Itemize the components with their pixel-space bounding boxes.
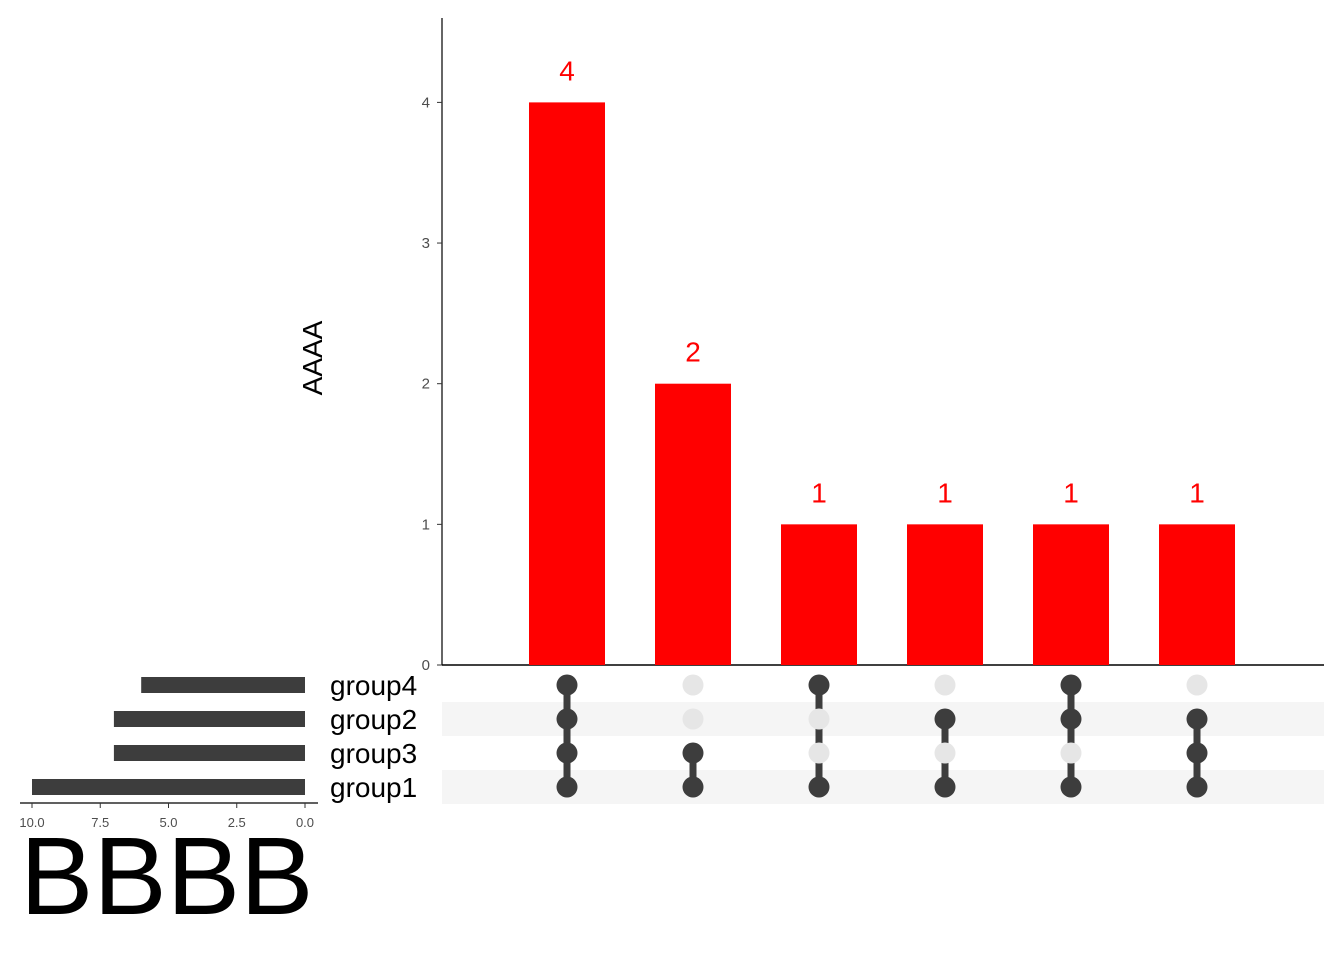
matrix-dot-inactive xyxy=(682,674,704,696)
intersection-bar-label: 1 xyxy=(811,477,827,508)
matrix-dot-active xyxy=(934,776,956,798)
y-axis-title: AAAA xyxy=(297,320,328,395)
set-size-bar xyxy=(113,711,306,727)
matrix-stripes-group xyxy=(442,702,1324,804)
intersection-bar-label: 1 xyxy=(1063,477,1079,508)
matrix-dot-inactive xyxy=(682,708,704,730)
matrix-dot-active xyxy=(682,742,704,764)
matrix-dot-active xyxy=(556,742,578,764)
intersection-bar xyxy=(781,524,857,665)
y-tick-label: 0 xyxy=(422,657,430,674)
intersection-bar xyxy=(655,383,731,665)
matrix-dot-inactive xyxy=(1060,742,1082,764)
set-size-tick-label: 5.0 xyxy=(159,815,177,830)
matrix-dot-inactive xyxy=(934,674,956,696)
matrix-dot-active xyxy=(1060,708,1082,730)
matrix-dot-active xyxy=(1186,708,1208,730)
matrix-dot-active xyxy=(1186,742,1208,764)
matrix-dot-inactive xyxy=(1186,674,1208,696)
set-name-label: group1 xyxy=(330,772,417,803)
set-size-bar xyxy=(113,745,306,761)
intersection-bars xyxy=(529,102,1235,666)
set-name-label: group4 xyxy=(330,670,417,701)
intersection-bar-label: 2 xyxy=(685,337,701,368)
matrix-dot-active xyxy=(556,776,578,798)
set-size-axis-title: BBBB xyxy=(20,815,313,938)
matrix-dot-active xyxy=(1060,776,1082,798)
set-size-tick-label: 0.0 xyxy=(296,815,314,830)
matrix-dot-active xyxy=(556,708,578,730)
intersection-bar-label: 4 xyxy=(559,55,575,86)
intersection-bar xyxy=(1033,524,1109,665)
intersection-bar xyxy=(1159,524,1235,665)
intersection-bar xyxy=(907,524,983,665)
set-size-bar xyxy=(141,677,305,693)
set-size-tick-label: 10.0 xyxy=(19,815,44,830)
set-size-axis: 10.0 7.5 5.0 2.5 0.0 xyxy=(19,802,318,830)
intersection-bar-label: 1 xyxy=(937,477,953,508)
matrix-dot-active xyxy=(934,708,956,730)
set-size-tick-label: 7.5 xyxy=(91,815,109,830)
matrix-dot-active xyxy=(808,776,830,798)
matrix-dot-active xyxy=(682,776,704,798)
matrix-dots xyxy=(556,674,1208,798)
matrix-row-stripe xyxy=(442,702,1324,736)
matrix-dot-active xyxy=(556,674,578,696)
y-tick-label: 1 xyxy=(422,516,430,533)
matrix-dot-inactive xyxy=(808,742,830,764)
y-tick-label: 3 xyxy=(422,235,430,252)
y-tick-label: 4 xyxy=(422,94,430,111)
matrix-row-stripe xyxy=(442,770,1324,804)
matrix-dot-active xyxy=(1186,776,1208,798)
set-size-tick-label: 2.5 xyxy=(228,815,246,830)
set-size-bar xyxy=(32,779,305,795)
intersection-bar-label: 1 xyxy=(1189,477,1205,508)
matrix-dot-active xyxy=(1060,674,1082,696)
intersection-bar-labels: 4 2 1 1 1 1 xyxy=(559,55,1205,508)
y-tick-label: 2 xyxy=(422,376,430,393)
set-name-label: group3 xyxy=(330,738,417,769)
matrix-dot-active xyxy=(808,674,830,696)
intersection-bar xyxy=(529,102,605,666)
set-name-label: group2 xyxy=(330,704,417,735)
matrix-dot-inactive xyxy=(934,742,956,764)
matrix-dot-inactive xyxy=(808,708,830,730)
set-size-bars xyxy=(32,677,306,795)
